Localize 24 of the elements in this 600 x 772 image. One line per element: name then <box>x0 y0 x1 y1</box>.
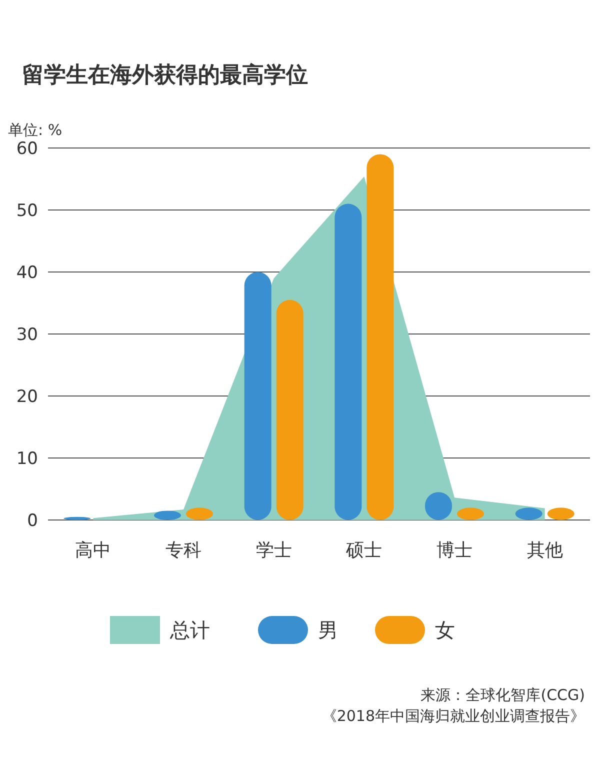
bar <box>334 204 362 520</box>
y-tick-label: 10 <box>16 449 38 469</box>
bar <box>276 300 304 520</box>
chart-title: 留学生在海外获得的最高学位 <box>22 62 308 88</box>
x-tick-label: 学士 <box>256 540 292 561</box>
y-tick-label: 20 <box>16 387 38 407</box>
y-tick-label: 40 <box>16 263 38 283</box>
legend-label: 男 <box>318 618 338 642</box>
x-tick-label: 博士 <box>436 540 472 561</box>
x-tick-label: 专科 <box>166 540 202 561</box>
text: 《2018年中国海归就业创业调查报告》 <box>322 707 585 725</box>
bar <box>366 154 394 520</box>
bar <box>244 272 272 520</box>
y-tick-label: 0 <box>27 511 38 531</box>
legend-label: 女 <box>435 618 455 642</box>
y-tick-label: 60 <box>16 139 38 159</box>
x-tick-label: 其他 <box>526 540 563 561</box>
x-tick-label: 硕士 <box>345 540 382 561</box>
y-tick-label: 50 <box>16 201 38 221</box>
legend-label: 总计 <box>169 618 210 642</box>
y-tick-label: 30 <box>16 325 38 345</box>
x-tick-label: 高中 <box>75 540 112 561</box>
y-axis-title: 单位: % <box>8 121 62 139</box>
source-note: 来源：全球化智库(CCG) <box>420 686 585 704</box>
